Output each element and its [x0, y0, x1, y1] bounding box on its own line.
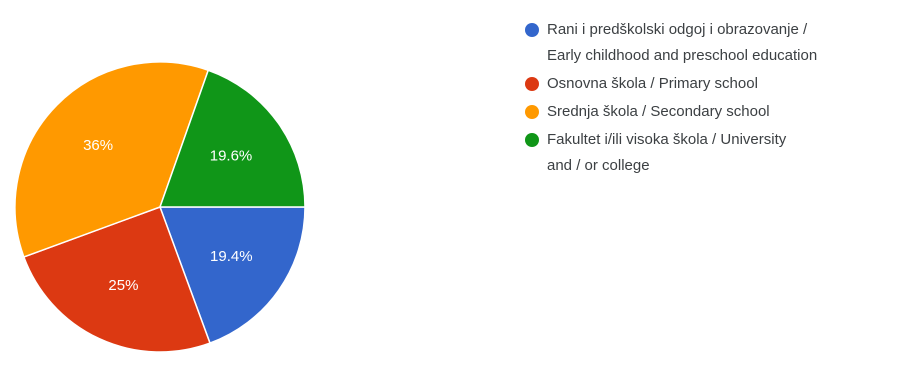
legend-item-university[interactable]: Fakultet i/ili visoka škola / University… — [525, 127, 910, 179]
pie-slices — [14, 61, 306, 353]
legend-label-secondary-school: Srednja škola / Secondary school — [547, 103, 770, 120]
pie-slice-label-university: 19.6% — [210, 148, 253, 165]
legend-item-early-childhood[interactable]: Rani i predškolski odgoj i obrazovanje /… — [525, 17, 910, 69]
legend-swatch-primary-school — [525, 77, 539, 91]
legend-swatch-secondary-school — [525, 105, 539, 119]
pie-slice-label-early-childhood: 19.4% — [210, 248, 253, 265]
pie-slice-label-secondary-school: 36% — [83, 137, 113, 154]
legend-swatch-early-childhood — [525, 23, 539, 37]
pie-chart: 19.4% 25% 36% 19.6% — [14, 61, 306, 353]
legend-item-primary-school[interactable]: Osnovna škola / Primary school — [525, 71, 910, 97]
pie-slice-university[interactable] — [158, 69, 306, 208]
pie-slice-label-primary-school: 25% — [108, 277, 138, 294]
chart-legend: Rani i predškolski odgoj i obrazovanje /… — [525, 17, 910, 181]
pie-slice-primary-school[interactable] — [22, 206, 211, 353]
legend-item-secondary-school[interactable]: Srednja škola / Secondary school — [525, 99, 910, 125]
legend-label-university: Fakultet i/ili visoka škola / University… — [547, 131, 787, 174]
pie-slice-early-childhood[interactable] — [158, 206, 306, 345]
legend-swatch-university — [525, 133, 539, 147]
legend-label-primary-school: Osnovna škola / Primary school — [547, 75, 758, 92]
legend-label-early-childhood: Rani i predškolski odgoj i obrazovanje /… — [547, 21, 818, 64]
pie-slice-secondary-school[interactable] — [14, 61, 210, 258]
pie-slice-labels: 19.4% 25% 36% 19.6% — [83, 137, 253, 294]
